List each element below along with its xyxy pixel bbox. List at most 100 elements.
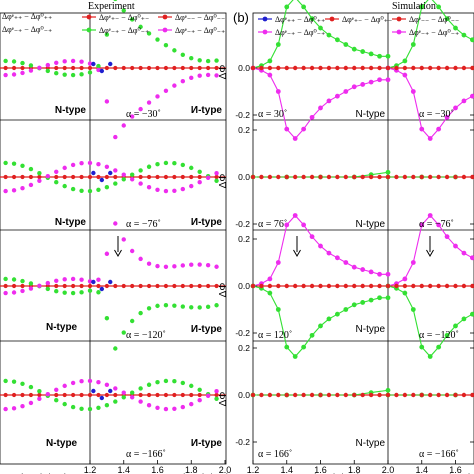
sim-point-magenta [309, 234, 315, 240]
exp-point-green [138, 386, 143, 391]
exp-point-magenta [129, 395, 135, 400]
exp-point-magenta [62, 165, 67, 171]
exp-point-green [11, 161, 17, 166]
sim-point-red [436, 283, 441, 289]
sim-point-red [419, 392, 424, 398]
y-tick-label: 0.2 [238, 343, 250, 353]
exp-point-green [138, 310, 143, 316]
x-tick-label: 1.8 [348, 465, 361, 474]
exp-point-red [146, 392, 152, 398]
sim-point-red [368, 65, 374, 71]
sim-point-red [259, 392, 264, 398]
exp-type-label-mid: И-type [191, 438, 223, 449]
sim-legend-2-marker [329, 16, 335, 22]
exp-point-red [113, 65, 118, 71]
sim-point-magenta [318, 243, 323, 249]
exp-point-green [189, 305, 194, 310]
exp-point-magenta [3, 290, 8, 296]
sim-line-green [387, 0, 473, 69]
sim-point-red [284, 392, 289, 398]
exp-point-magenta [87, 279, 93, 284]
sim-point-red [377, 283, 382, 289]
sim-point-magenta [343, 260, 349, 265]
exp-point-red [104, 283, 109, 289]
exp-point-red [71, 283, 76, 289]
sim-point-red [402, 283, 408, 289]
exp-point-magenta [11, 406, 17, 411]
exp-point-green [163, 303, 169, 308]
exp-point-green [172, 303, 177, 308]
sim-point-red [250, 174, 256, 180]
sim-point-red [352, 283, 357, 289]
exp-point-magenta [138, 181, 143, 186]
exp-point-green [138, 168, 143, 173]
sim-type-label: N-type [356, 109, 386, 120]
exp-point-red [104, 392, 109, 398]
exp-point-red [121, 65, 126, 71]
sim-point-green [351, 46, 357, 52]
sim-point-magenta [427, 136, 433, 141]
sim-point-red [444, 65, 450, 71]
sim-point-green [318, 323, 323, 329]
sim-point-red [402, 65, 408, 71]
exp-point-red [155, 65, 160, 71]
sim-legend-2-label: Δφᵉ₊₋ − Δφ⁰₊₋ [342, 15, 392, 24]
exp-point-magenta [113, 168, 118, 173]
exp-type-label-mid: И-type [191, 324, 223, 335]
exp-point-green [214, 178, 219, 183]
exp-point-magenta [3, 188, 8, 194]
exp-point-red [79, 65, 84, 71]
sim-point-red [453, 174, 458, 180]
exp-point-magenta [28, 286, 34, 291]
y-tick-label: 0.0 [238, 390, 250, 400]
exp-point-green [205, 304, 211, 310]
exp-point-green [87, 406, 93, 412]
exp-point-green [96, 63, 101, 69]
exp-point-green [155, 380, 160, 385]
exp-point-magenta [155, 187, 160, 192]
exp-point-green [70, 290, 76, 296]
exp-point-magenta [20, 288, 25, 294]
exp-legend-2-marker [86, 14, 92, 20]
exp-point-red [79, 174, 84, 180]
exp-alpha-label: α = −166˚ [126, 449, 166, 460]
sim-point-red [326, 392, 332, 398]
sim-point-red [368, 283, 374, 289]
exp-point-red [197, 392, 202, 398]
sim-point-red [259, 174, 264, 180]
sim-point-green [301, 344, 307, 350]
exp-point-magenta [146, 185, 152, 190]
exp-point-magenta [70, 276, 76, 282]
sim-point-green [368, 51, 374, 57]
sim-point-magenta [419, 126, 425, 132]
sim-point-red [326, 174, 332, 180]
sim-point-magenta [326, 250, 332, 256]
exp-point-red [3, 65, 8, 71]
exp-point-magenta [20, 186, 25, 191]
sim-legend-5-marker [396, 29, 402, 35]
sim-point-red [250, 65, 256, 71]
exp-point-green [11, 277, 17, 282]
sim-point-red [427, 283, 433, 289]
exp-point-magenta [163, 406, 169, 412]
exp-point-green [172, 379, 177, 384]
sim-point-red [402, 392, 408, 398]
sim-alpha-label-right: α = −76˚ [419, 219, 454, 230]
exp-legend-6-label: Δφᵉ₋₊ − Δφ⁰₋₊ [175, 26, 225, 35]
exp-type-label: N-type [46, 322, 78, 333]
exp-point-magenta [70, 380, 76, 386]
exp-point-magenta [180, 263, 186, 268]
exp-point-magenta [121, 237, 126, 242]
exp-point-green [28, 281, 34, 286]
exp-point-red [138, 174, 143, 180]
exp-point-green [96, 290, 101, 295]
exp-point-red [146, 65, 152, 71]
exp-point-magenta [62, 59, 67, 64]
exp-point-green [70, 72, 76, 78]
exp-point-blue [99, 68, 105, 74]
exp-point-green [129, 318, 135, 324]
exp-point-green [180, 304, 186, 309]
sim-point-magenta [309, 114, 315, 120]
exp-point-green [163, 378, 169, 384]
exp-point-red [54, 174, 59, 180]
